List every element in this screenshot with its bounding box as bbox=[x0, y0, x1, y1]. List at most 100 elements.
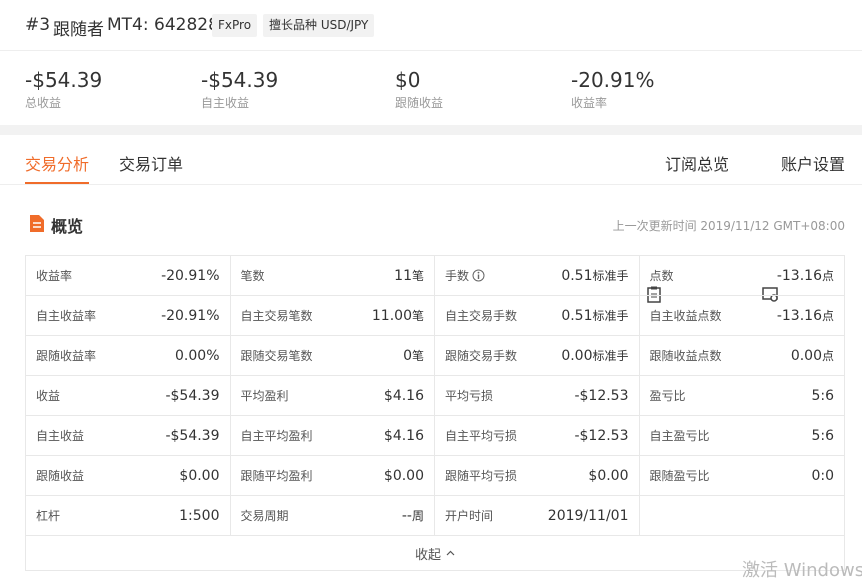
table-row: 收益率 -20.91% 笔数 11笔 手数 0.51标准手 点数 -13.16点 bbox=[26, 256, 844, 296]
table-cell: 跟随收益 $0.00 bbox=[26, 456, 231, 495]
table-cell: 自主收益 -$54.39 bbox=[26, 416, 231, 455]
collapse-button[interactable]: 收起 bbox=[26, 536, 844, 570]
summary-label: 自主收益 bbox=[201, 96, 250, 110]
cell-unit: 笔 bbox=[411, 269, 424, 283]
tab[interactable]: 交易订单 bbox=[119, 155, 184, 174]
role: 跟随者 bbox=[53, 20, 104, 40]
table-cell: 点数 -13.16点 bbox=[640, 256, 845, 295]
cell-value: 0:0 bbox=[811, 468, 834, 484]
cell-number: $0.00 bbox=[588, 467, 629, 484]
table-cell: 盈亏比 5:6 bbox=[640, 376, 845, 415]
summary-value: -$54.39 bbox=[25, 68, 103, 92]
cell-number: $0.00 bbox=[383, 467, 424, 484]
collapse-icon bbox=[446, 550, 455, 556]
cell-label-text: 自主交易笔数 bbox=[240, 309, 313, 323]
cell-value: 5:6 bbox=[811, 428, 834, 444]
cell-label-text: 收益 bbox=[36, 389, 61, 403]
table-row: 杠杆 1:500 交易周期 --周 开户时间 2019/11/01 bbox=[26, 496, 844, 536]
collapse-text[interactable]: 收起 bbox=[414, 547, 441, 563]
cell-number: -$54.39 bbox=[165, 427, 220, 444]
updated-time: 上一次更新时间 2019/11/12 GMT+08:00 bbox=[612, 219, 845, 233]
cell-label: 自主交易手数 bbox=[445, 307, 517, 324]
cell-label: 开户时间 bbox=[445, 507, 493, 524]
cell-label: 平均亏损 bbox=[445, 387, 493, 404]
cell-label: 收益 bbox=[36, 387, 60, 404]
cell-label-text: 跟随收益率 bbox=[36, 349, 97, 363]
cell-label-text: 平均亏损 bbox=[445, 389, 494, 403]
cell-label-text: 自主收益率 bbox=[36, 309, 97, 323]
broker-tag: FxPro bbox=[212, 14, 258, 37]
page: #3 跟随者 MT4: 642828 FxPro 擅长品种 USD/JPY -$… bbox=[0, 14, 862, 581]
specialty-tag: 擅长品种 USD/JPY bbox=[263, 14, 375, 37]
cell-value: 0.00标准手 bbox=[561, 347, 628, 364]
table-cell bbox=[640, 496, 845, 535]
cell-label-text: 自主交易手数 bbox=[445, 309, 518, 323]
cell-label: 盈亏比 bbox=[650, 387, 686, 404]
cell-label: 跟随收益点数 bbox=[650, 347, 722, 364]
table-row: 跟随收益率 0.00% 跟随交易笔数 0笔 跟随交易手数 0.00标准手 跟随收益点数 0.0… bbox=[26, 336, 844, 376]
table-cell: 跟随交易手数 0.00标准手 bbox=[435, 336, 640, 375]
cell-value: 11笔 bbox=[394, 267, 424, 284]
cell-label-text: 自主平均亏损 bbox=[445, 429, 518, 443]
summary-label: 收益率 bbox=[571, 96, 608, 110]
cell-value: -$12.53 bbox=[574, 428, 628, 444]
cell-number: -$12.53 bbox=[574, 427, 629, 444]
overview-title: 概览 bbox=[51, 217, 84, 236]
tabs: 交易分析 交易订单 订阅总览 账户设置 bbox=[0, 135, 862, 303]
cell-label: 自主交易笔数 bbox=[241, 307, 313, 324]
table-cell: 杠杆 1:500 bbox=[26, 496, 231, 535]
cell-label: 交易周期 bbox=[241, 507, 289, 524]
divider-band bbox=[0, 125, 862, 135]
cell-label: 跟随平均亏损 bbox=[445, 467, 517, 484]
cell-value: $0.00 bbox=[384, 468, 424, 484]
account-settings[interactable]: 账户设置 bbox=[781, 155, 846, 174]
table-row: 自主收益率 -20.91% 自主交易笔数 11.00笔 自主交易手数 0.51标准手 自主收… bbox=[26, 296, 844, 336]
cell-label: 自主平均盈利 bbox=[241, 427, 313, 444]
cell-unit: 周 bbox=[411, 509, 424, 523]
cell-number: 0 bbox=[403, 348, 412, 364]
cell-value: --周 bbox=[402, 507, 424, 524]
cell-value: $4.16 bbox=[384, 428, 424, 444]
tab-active[interactable]: 交易分析 bbox=[25, 155, 90, 174]
cell-label-text: 自主平均盈利 bbox=[240, 429, 313, 443]
cell-number: -13.16 bbox=[776, 268, 822, 284]
cell-value: -$54.39 bbox=[165, 388, 219, 404]
cell-number: $4.16 bbox=[383, 427, 424, 444]
cell-number: 0.00% bbox=[175, 347, 220, 364]
cell-label: 平均盈利 bbox=[241, 387, 289, 404]
table-cell: 跟随平均亏损 $0.00 bbox=[435, 456, 640, 495]
cell-value: -20.91% bbox=[161, 268, 219, 284]
cell-label-text: 跟随盈亏比 bbox=[649, 469, 710, 483]
subscribe-overview[interactable]: 订阅总览 bbox=[665, 155, 730, 174]
table-cell: 交易周期 --周 bbox=[231, 496, 435, 535]
cell-value: 0笔 bbox=[403, 347, 424, 364]
cell-unit: 点 bbox=[821, 269, 834, 283]
cell-value: -20.91% bbox=[161, 308, 219, 324]
table-row: 自主收益 -$54.39 自主平均盈利 $4.16 自主平均亏损 -$12.53 自主盈亏比… bbox=[26, 416, 844, 456]
cell-unit: 笔 bbox=[411, 349, 424, 363]
table-cell: 跟随盈亏比 0:0 bbox=[640, 456, 845, 495]
info-icon[interactable] bbox=[472, 269, 485, 282]
table-cell: 平均亏损 -$12.53 bbox=[435, 376, 640, 415]
table-row: 收益 -$54.39 平均盈利 $4.16 平均亏损 -$12.53 盈亏比 5:6 bbox=[26, 376, 844, 416]
table-row: 跟随收益 $0.00 跟随平均盈利 $0.00 跟随平均亏损 $0.00 跟随盈亏比 0:0 bbox=[26, 456, 844, 496]
cell-number: 5:6 bbox=[811, 427, 834, 444]
cell-value: -13.16点 bbox=[777, 267, 834, 284]
cell-number: 0.00 bbox=[561, 348, 593, 364]
cell-number: 11.00 bbox=[371, 308, 412, 324]
stats-table: 收益率 -20.91% 笔数 11笔 手数 0.51标准手 点数 -13.16点 自主收益率 -2… bbox=[25, 255, 845, 571]
cell-number: $4.16 bbox=[383, 387, 424, 404]
cell-value: 5:6 bbox=[811, 388, 834, 404]
cell-value: $4.16 bbox=[384, 388, 424, 404]
cell-label-text: 跟随收益点数 bbox=[649, 349, 722, 363]
cell-number: 1:500 bbox=[179, 507, 220, 524]
cell-number: -20.91% bbox=[161, 307, 220, 324]
os-watermark: 激活 Windows bbox=[742, 560, 862, 581]
table-cell: 自主盈亏比 5:6 bbox=[640, 416, 845, 455]
cell-label-text: 点数 bbox=[649, 269, 674, 283]
cell-label: 自主盈亏比 bbox=[650, 427, 710, 444]
cell-label-text: 开户时间 bbox=[445, 509, 494, 523]
cell-value: -$12.53 bbox=[574, 388, 628, 404]
table-cell: 自主收益率 -20.91% bbox=[26, 296, 231, 335]
overview-icon bbox=[30, 215, 44, 232]
